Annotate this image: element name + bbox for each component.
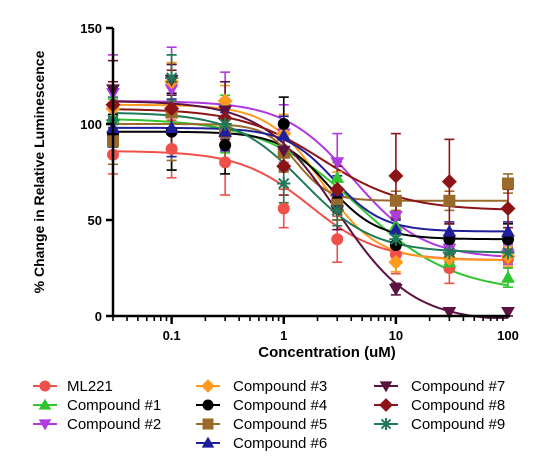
x-axis-title: Concentration (uM) — [258, 344, 395, 361]
legend-marker — [201, 436, 215, 448]
fit-curve-6 — [113, 126, 509, 233]
data-point — [389, 232, 403, 246]
legend-entry: Compound #6 — [196, 435, 327, 452]
legend-entry: Compound #5 — [196, 416, 327, 433]
legend-label: Compound #8 — [411, 397, 505, 414]
data-point — [218, 117, 232, 131]
data-point — [500, 200, 516, 216]
legend-marker — [201, 379, 215, 393]
y-tick-label: 0 — [95, 309, 102, 324]
data-point — [442, 307, 457, 320]
x-tick-label: 10 — [389, 328, 403, 343]
data-point — [277, 118, 290, 130]
data-point — [389, 248, 402, 261]
legend-label: Compound #7 — [411, 378, 505, 395]
legend-label: Compound #3 — [233, 378, 327, 395]
axes: 0 50 100 150 0.1 1 10 100 — [80, 21, 519, 343]
legend-marker — [39, 380, 51, 392]
legend-label: Compound #2 — [67, 416, 161, 433]
y-tick-label: 150 — [80, 21, 102, 36]
data-point — [502, 177, 514, 190]
data-point — [164, 84, 179, 97]
legend-entry: Compound #3 — [196, 378, 327, 395]
data-point — [165, 142, 178, 155]
legend-label: Compound #6 — [233, 435, 327, 452]
legend: ML221 Compound #1 Compound #2 Compound #3 Co… — [33, 378, 505, 452]
data-point — [276, 128, 291, 141]
legend-marker — [202, 418, 214, 430]
data-point — [329, 181, 345, 197]
legend-entry: Compound #9 — [374, 416, 505, 433]
legend-marker — [379, 417, 393, 431]
legend-label: ML221 — [67, 378, 113, 395]
legend-label: Compound #5 — [233, 416, 327, 433]
data-point — [388, 211, 403, 224]
data-point — [388, 222, 403, 235]
data-point — [389, 194, 402, 207]
legend-entry: ML221 — [33, 378, 113, 395]
data-point — [219, 139, 232, 152]
data-point — [330, 170, 345, 183]
fit-curve-7 — [112, 100, 508, 319]
legend-label: Compound #1 — [67, 397, 161, 414]
data-point — [277, 176, 291, 191]
data-point — [501, 224, 515, 237]
data-point — [331, 233, 344, 246]
data-point — [442, 246, 456, 260]
fit-curve-2 — [112, 100, 509, 258]
legend-marker — [38, 419, 52, 431]
legend-marker — [379, 381, 393, 393]
y-tick-label: 50 — [88, 213, 102, 228]
data-point — [219, 156, 232, 169]
data-point — [330, 203, 344, 217]
x-tick-label: 100 — [497, 328, 519, 343]
legend-marker — [38, 398, 52, 410]
legend-entry: Compound #2 — [33, 416, 161, 433]
data-point — [443, 194, 456, 207]
data-point — [442, 224, 457, 237]
data-point — [501, 307, 515, 320]
data-point — [217, 93, 233, 109]
y-axis-title: % Change in Relative Luminescence — [31, 50, 47, 293]
data-point — [277, 202, 290, 215]
legend-label: Compound #9 — [411, 416, 505, 433]
x-tick-label: 1 — [280, 328, 287, 343]
data-point — [388, 168, 404, 184]
fit-curve-8 — [112, 108, 509, 211]
fit-curve-5 — [113, 123, 508, 202]
fit-curve-4 — [113, 130, 509, 241]
y-tick-label: 100 — [80, 117, 102, 132]
legend-entry: Compound #7 — [374, 378, 505, 395]
data-point — [501, 246, 515, 260]
data-point — [330, 157, 345, 170]
legend-entry: Compound #1 — [33, 397, 161, 414]
data-point — [276, 158, 292, 174]
data-point — [388, 284, 403, 297]
legend-entry: Compound #4 — [196, 397, 327, 414]
data-point — [218, 124, 233, 137]
legend-marker — [379, 398, 393, 412]
legend-label: Compound #4 — [233, 397, 327, 414]
data-point — [165, 71, 179, 85]
data-point — [441, 174, 457, 190]
data-point — [164, 120, 179, 133]
x-tick-label: 0.1 — [163, 328, 181, 343]
data-point — [388, 254, 404, 270]
data-point — [164, 101, 180, 117]
data-point — [276, 145, 291, 158]
legend-marker — [202, 399, 214, 411]
fit-curve-9 — [112, 112, 509, 254]
legend-entry: Compound #8 — [374, 397, 505, 414]
plot-area — [105, 46, 516, 320]
data-point — [501, 270, 515, 283]
